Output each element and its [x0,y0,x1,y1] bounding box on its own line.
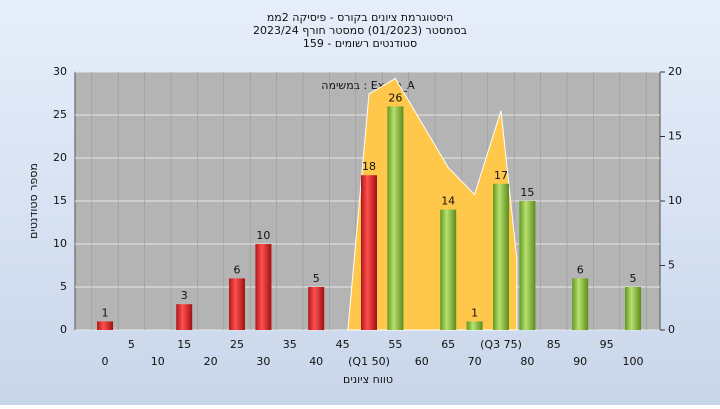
bar [387,106,404,331]
bar [625,287,641,330]
y-tick-label: 25 [53,108,67,121]
x-tick-label: 80 [520,355,534,368]
y2-tick-label: 0 [668,323,675,336]
x-tick-label: 5 [128,338,135,351]
bar [308,287,325,330]
y-tick-label: 5 [60,280,67,293]
y-tick-label: 10 [53,237,67,250]
bar [176,304,193,330]
x-axis-label: טווח ציונים [343,373,393,386]
bar [519,201,536,330]
bar [361,175,377,330]
x-tick-label: 85 [547,338,561,351]
bar [255,244,272,330]
x-tick-label: 40 [309,355,323,368]
x-tick-label: 0 [102,355,109,368]
data-label: 1 [102,306,109,319]
y2-tick-label: 10 [668,194,682,207]
x-tick-label: 65 [441,338,455,351]
y-tick-label: 0 [60,323,67,336]
bar [440,209,457,330]
x-tick-label: 25 [230,338,244,351]
title: בסמסטר (01/2023) סמסטר חורף 2023/24 [253,24,467,37]
y2-tick-label: 20 [668,65,682,78]
data-label: 18 [362,160,376,173]
x-tick-label: (Q3 75) [480,338,522,351]
x-tick-label: 15 [177,338,191,351]
x-tick-label: 45 [336,338,350,351]
y2-tick-label: 15 [668,130,682,143]
data-label: 1 [471,306,478,319]
data-label: 14 [441,195,455,208]
x-tick-label: 35 [283,338,297,351]
x-tick-label: 100 [623,355,644,368]
data-label: 26 [388,91,402,104]
bar [466,321,483,330]
data-label: 5 [313,272,320,285]
data-label: 6 [234,263,241,276]
bar [97,321,113,330]
y-tick-label: 15 [53,194,67,207]
x-tick-label: (Q1 50) [348,355,390,368]
bar [493,183,509,330]
data-label: 15 [520,186,534,199]
x-tick-label: 10 [151,355,165,368]
title: היסטוגרמת ציונים בקורס - פיסיקה 2ממ [267,11,453,24]
title: סטודנטים רשומים - 159 [303,37,417,50]
bar [572,278,589,330]
y-tick-label: 30 [53,65,67,78]
data-label: 3 [181,289,188,302]
x-tick-label: 30 [256,355,270,368]
x-tick-label: 70 [468,355,482,368]
y-axis-label: מספר סטודנטים [27,163,40,239]
data-label: 17 [494,169,508,182]
x-tick-label: 55 [388,338,402,351]
x-tick-label: 90 [573,355,587,368]
y-tick-label: 20 [53,151,67,164]
bar [229,278,245,330]
x-tick-label: 60 [415,355,429,368]
y2-tick-label: 5 [668,259,675,272]
data-label: 6 [577,263,584,276]
data-label: 10 [256,229,270,242]
x-tick-label: 95 [600,338,614,351]
data-label: 5 [630,272,637,285]
x-tick-label: 20 [204,355,218,368]
